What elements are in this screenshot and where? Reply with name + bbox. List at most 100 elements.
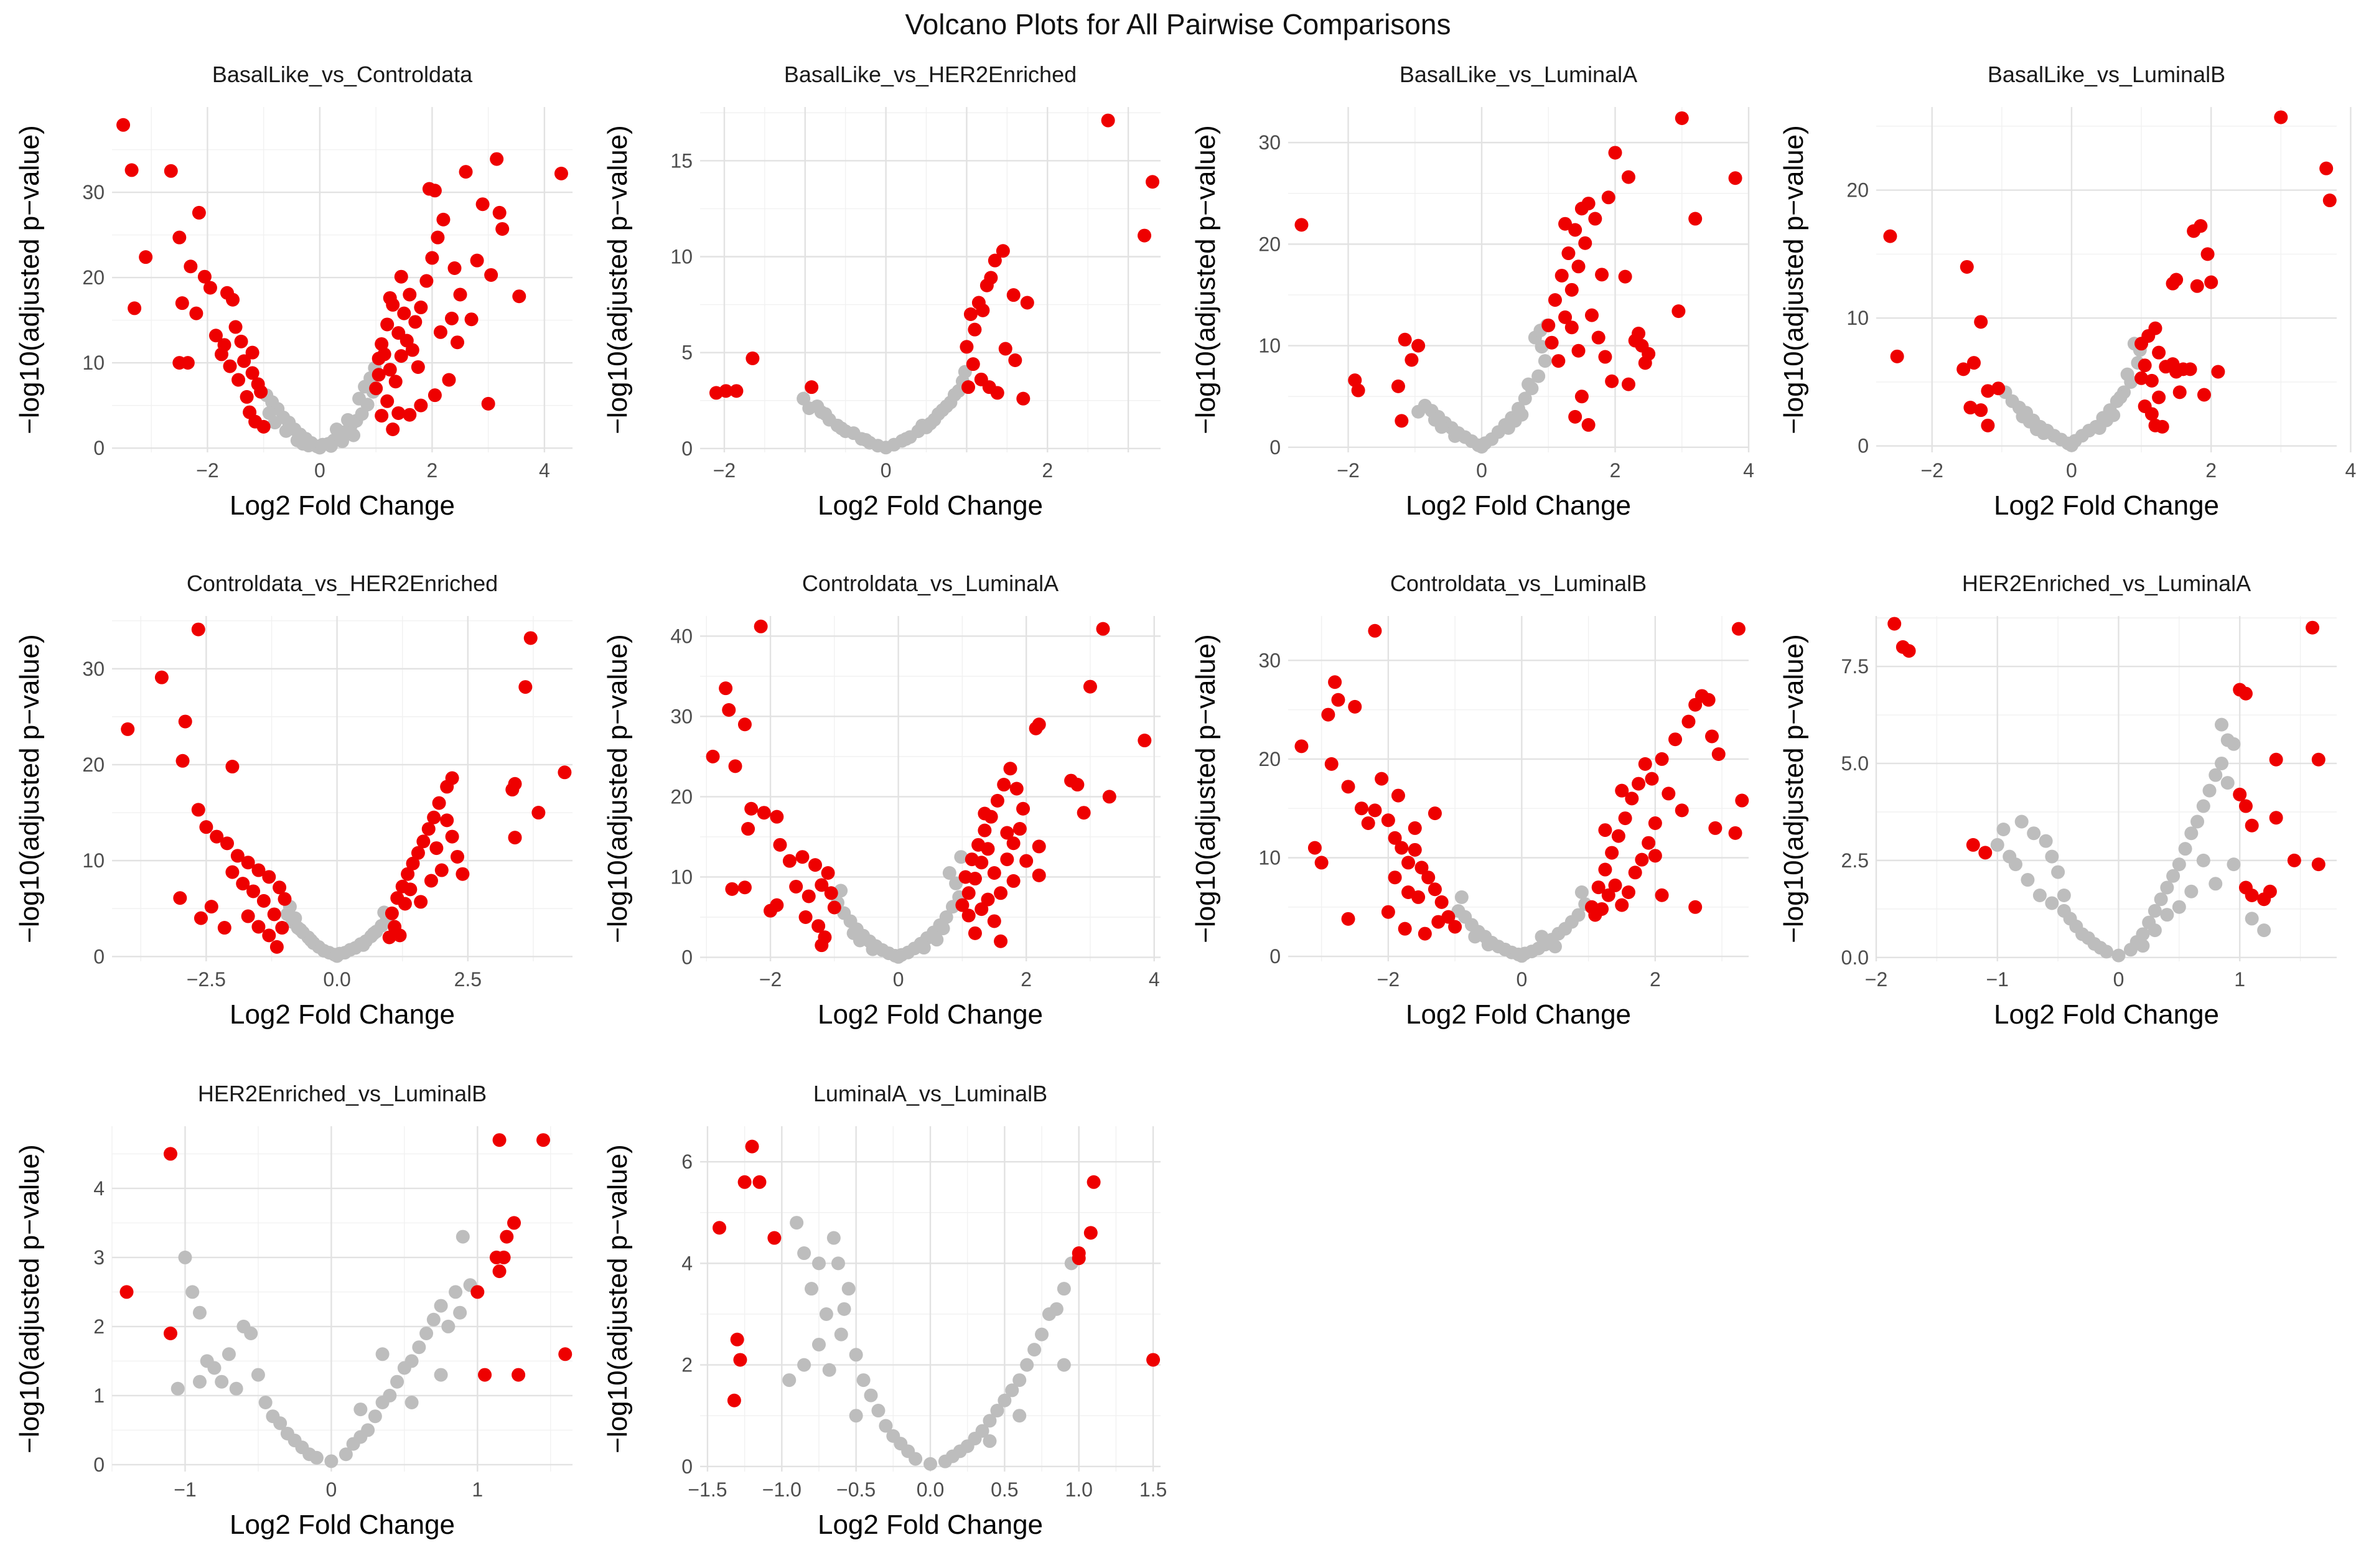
x-tick-label: −1.5 bbox=[688, 1478, 727, 1501]
x-axis-label: Log2 Fold Change bbox=[1994, 999, 2219, 1030]
data-point-significant bbox=[440, 813, 454, 828]
data-point-significant bbox=[377, 347, 391, 362]
data-point-significant bbox=[1328, 675, 1342, 689]
data-point-not-significant bbox=[368, 1409, 382, 1424]
x-tick-label: 0 bbox=[881, 459, 892, 482]
data-point-significant bbox=[464, 312, 479, 327]
data-point-significant bbox=[1588, 212, 1602, 226]
data-point-not-significant bbox=[891, 950, 905, 964]
data-point-significant bbox=[269, 940, 284, 954]
data-point-significant bbox=[996, 244, 1010, 258]
data-point-not-significant bbox=[822, 1363, 836, 1377]
data-point-not-significant bbox=[2196, 799, 2210, 813]
data-point-significant bbox=[1388, 831, 1402, 845]
data-point-not-significant bbox=[375, 1347, 390, 1361]
data-point-significant bbox=[1434, 895, 1449, 909]
data-point-significant bbox=[1391, 379, 1405, 393]
y-tick-label: 20 bbox=[82, 754, 105, 776]
data-point-significant bbox=[1728, 826, 1742, 840]
data-point-significant bbox=[737, 1175, 752, 1189]
data-point-significant bbox=[2200, 247, 2215, 261]
data-point-significant bbox=[500, 1230, 514, 1244]
data-point-significant bbox=[730, 1332, 744, 1346]
significant-points bbox=[706, 619, 1152, 953]
data-point-significant bbox=[2204, 275, 2218, 289]
data-point-significant bbox=[451, 335, 464, 350]
data-point-not-significant bbox=[1518, 391, 1532, 406]
y-tick-label: 10 bbox=[82, 352, 105, 374]
data-point-not-significant bbox=[404, 1396, 419, 1409]
data-point-significant bbox=[990, 386, 1004, 400]
data-point-not-significant bbox=[229, 1381, 243, 1396]
x-tick-label: 4 bbox=[1149, 968, 1160, 991]
data-point-significant bbox=[116, 118, 131, 132]
x-axis-label: Log2 Fold Change bbox=[1994, 490, 2219, 521]
data-point-significant bbox=[988, 253, 1002, 268]
data-point-significant bbox=[2311, 857, 2326, 872]
x-axis-label: Log2 Fold Change bbox=[230, 490, 455, 521]
data-point-significant bbox=[427, 810, 441, 824]
data-point-significant bbox=[961, 380, 976, 394]
x-tick-label: 0 bbox=[893, 968, 904, 991]
data-point-significant bbox=[1072, 1251, 1086, 1266]
data-point-not-significant bbox=[975, 1424, 989, 1438]
data-point-significant bbox=[495, 222, 510, 236]
data-point-significant bbox=[411, 846, 425, 860]
data-point-significant bbox=[414, 398, 428, 413]
data-point-not-significant bbox=[837, 1302, 851, 1316]
x-axis-label: Log2 Fold Change bbox=[230, 999, 455, 1030]
data-point-significant bbox=[1578, 236, 1592, 250]
data-point-significant bbox=[234, 334, 248, 348]
data-point-not-significant bbox=[2014, 814, 2029, 829]
data-point-significant bbox=[722, 703, 736, 717]
not-significant-points bbox=[1998, 337, 2147, 452]
x-tick-label: 0 bbox=[2113, 968, 2125, 991]
data-point-not-significant bbox=[909, 1452, 923, 1466]
data-point-significant bbox=[2319, 161, 2334, 175]
data-point-significant bbox=[1605, 846, 1619, 860]
data-point-not-significant bbox=[367, 926, 381, 941]
data-point-significant bbox=[1671, 304, 1686, 319]
significant-points bbox=[116, 118, 568, 436]
data-point-significant bbox=[1006, 874, 1021, 888]
data-point-not-significant bbox=[2196, 853, 2210, 867]
data-point-significant bbox=[1388, 870, 1402, 885]
data-point-significant bbox=[1638, 356, 1652, 370]
y-axis-label: −log10(adjusted p−value) bbox=[602, 634, 633, 943]
data-point-not-significant bbox=[361, 1423, 375, 1437]
data-point-significant bbox=[737, 880, 752, 895]
volcano-panel-10: −1.5 −1.0 −0.5 0.0 0.5 1.0 1.5 0 2 4 6 LuminalA_vs_… bbox=[602, 1081, 1167, 1540]
data-point-significant bbox=[1564, 282, 1579, 297]
data-point-significant bbox=[411, 360, 425, 374]
data-point-not-significant bbox=[831, 1256, 845, 1271]
figure-title: Volcano Plots for All Pairwise Compariso… bbox=[905, 8, 1451, 40]
data-point-significant bbox=[1414, 861, 1429, 875]
data-point-significant bbox=[194, 911, 208, 925]
y-axis-label: −log10(adjusted p−value) bbox=[1779, 125, 1809, 434]
data-point-significant bbox=[1731, 622, 1746, 636]
data-point-not-significant bbox=[947, 388, 961, 402]
data-point-not-significant bbox=[1571, 908, 1586, 922]
y-tick-label: 0 bbox=[1269, 945, 1281, 968]
grid bbox=[700, 616, 1161, 961]
data-point-not-significant bbox=[2209, 877, 2223, 891]
data-point-significant bbox=[447, 261, 462, 275]
data-point-not-significant bbox=[2111, 948, 2126, 963]
data-point-significant bbox=[1411, 890, 1426, 904]
data-point-not-significant bbox=[358, 380, 372, 394]
data-point-significant bbox=[1428, 806, 1442, 821]
data-point-significant bbox=[1632, 777, 1646, 791]
data-point-not-significant bbox=[2051, 865, 2065, 879]
y-tick-label: 2 bbox=[681, 1354, 693, 1376]
data-point-significant bbox=[484, 268, 498, 282]
data-point-significant bbox=[124, 163, 139, 177]
data-point-significant bbox=[1591, 330, 1606, 345]
data-point-significant bbox=[1568, 409, 1582, 424]
y-tick-label: 0 bbox=[681, 437, 693, 460]
data-point-significant bbox=[1648, 849, 1662, 863]
volcano-panel-1: −2 0 2 4 0 10 20 30 BasalLike_vs_Controldata Log2… bbox=[14, 62, 573, 521]
significant-points bbox=[119, 1133, 573, 1382]
data-point-not-significant bbox=[312, 441, 327, 455]
data-point-significant bbox=[1087, 1175, 1101, 1189]
data-point-significant bbox=[1635, 852, 1649, 867]
